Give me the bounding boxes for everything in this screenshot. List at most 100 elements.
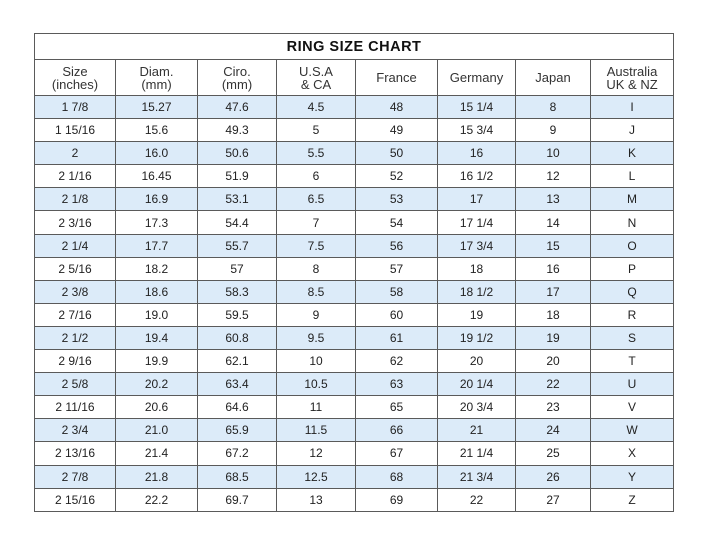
column-header-line: & CA [300,76,332,92]
table-cell: 18 1/2 [437,279,516,304]
table-cell: 60.8 [197,325,277,351]
column-header: Diam. (mm) [115,59,198,96]
column-header-line: Diam. [139,63,174,79]
table-cell: 68.5 [197,464,277,489]
table-cell: 18.6 [115,279,198,304]
table-cell: 2 [34,141,116,166]
table-cell: U [589,372,675,397]
table-cell: T [589,349,675,374]
table-cell: 15 [515,233,591,258]
table-cell: 17 [437,187,516,212]
table-row: 1 7/8 15.27 47.6 4.5 48 15 1/4 8 I [34,94,675,120]
table-cell: 15 3/4 [437,118,516,143]
table-cell: 8 [276,256,356,281]
table-cell: 52 [355,164,438,189]
table-cell: 16.0 [115,141,198,166]
table-cell: 12.5 [276,464,356,489]
table-cell: 67 [355,441,438,466]
table-row: 2 1/2 19.4 60.8 9.5 61 19 1/2 19 S [34,325,675,351]
table-cell: 2 7/16 [34,302,116,327]
table-cell: 58 [355,279,438,304]
table-cell: S [589,325,675,351]
table-cell: 23 [515,395,591,420]
table-cell: 14 [515,210,591,235]
table-cell: 1 7/8 [34,94,116,120]
table-cell: 2 1/2 [34,325,116,351]
column-header-line: (inches) [51,76,99,92]
table-cell: 6 [276,164,356,189]
table-cell: W [589,418,675,443]
table-cell: 2 5/16 [34,256,116,281]
table-cell: 11 [276,395,356,420]
table-cell: L [589,164,675,189]
table-cell: 17 3/4 [437,233,516,258]
table-cell: 19.4 [115,325,198,351]
column-header-line: UK & NZ [606,76,658,92]
table-cell: 15.6 [115,118,198,143]
table-cell: 22 [437,487,516,512]
table-cell: 21 1/4 [437,441,516,466]
table-cell: 7 [276,210,356,235]
table-cell: 19.9 [115,349,198,374]
table-cell: 47.6 [197,94,277,120]
table-cell: 21 [437,418,516,443]
table-cell: 16 1/2 [437,164,516,189]
table-row: 2 13/16 21.4 67.2 12 67 21 1/4 25 X [34,441,675,466]
table-row: 2 1/8 16.9 53.1 6.5 53 17 13 M [34,187,675,212]
table-cell: 20 [515,349,591,374]
table-cell: Q [589,279,675,304]
table-cell: 21.4 [115,441,198,466]
table-cell: 53 [355,187,438,212]
table-cell: 5 [276,118,356,143]
table-cell: 59.5 [197,302,277,327]
table-cell: 19.0 [115,302,198,327]
column-header-line: (mm) [221,76,253,92]
table-cell: 2 5/8 [34,372,116,397]
table-cell: Z [589,487,675,512]
table-cell: 50 [355,141,438,166]
table-cell: 61 [355,325,438,351]
table-cell: Y [589,464,675,489]
table-cell: 10 [515,141,591,166]
table-cell: 8.5 [276,279,356,304]
table-cell: 68 [355,464,438,489]
table-cell: 25 [515,441,591,466]
column-header-line: Ciro. [223,63,251,79]
column-header-line: Germany [449,70,504,85]
table-cell: 64.6 [197,395,277,420]
table-row: 2 1/4 17.7 55.7 7.5 56 17 3/4 15 O [34,233,675,258]
column-header: Japan [515,59,591,96]
table-cell: 20 3/4 [437,395,516,420]
table-row: 2 16.0 50.6 5.5 50 16 10 K [34,141,675,166]
table-cell: 9.5 [276,325,356,351]
table-cell: 19 [437,302,516,327]
column-header: France [355,59,438,96]
table-cell: 19 1/2 [437,325,516,351]
column-header-line: U.S.A [299,63,333,79]
column-header: Ciro. (mm) [197,59,277,96]
table-cell: 54.4 [197,210,277,235]
table-row: 2 5/8 20.2 63.4 10.5 63 20 1/4 22 U [34,372,675,397]
table-cell: 51.9 [197,164,277,189]
table-cell: 8 [515,94,591,120]
table-cell: 16 [515,256,591,281]
table-cell: 55.7 [197,233,277,258]
table-cell: 10.5 [276,372,356,397]
table-cell: 18 [437,256,516,281]
table-cell: 16.45 [115,164,198,189]
table-cell: 22 [515,372,591,397]
header-row: Size (inches) Diam. (mm) Ciro. (mm) U.S.A & CA F… [34,59,675,96]
column-header-line: (mm) [141,76,172,92]
column-header-line: Size [62,63,88,79]
table-cell: 21.8 [115,464,198,489]
table-cell: 48 [355,94,438,120]
table-cell: 15 1/4 [437,94,516,120]
table-row: 2 5/16 18.2 57 8 57 18 16 P [34,256,675,281]
column-header-line: Australia [606,63,658,79]
table-cell: 56 [355,233,438,258]
table-row: 2 11/16 20.6 64.6 11 65 20 3/4 23 V [34,395,675,420]
table-cell: 62.1 [197,349,277,374]
table-cell: 18 [515,302,591,327]
table-cell: 58.3 [197,279,277,304]
table-cell: 57 [355,256,438,281]
